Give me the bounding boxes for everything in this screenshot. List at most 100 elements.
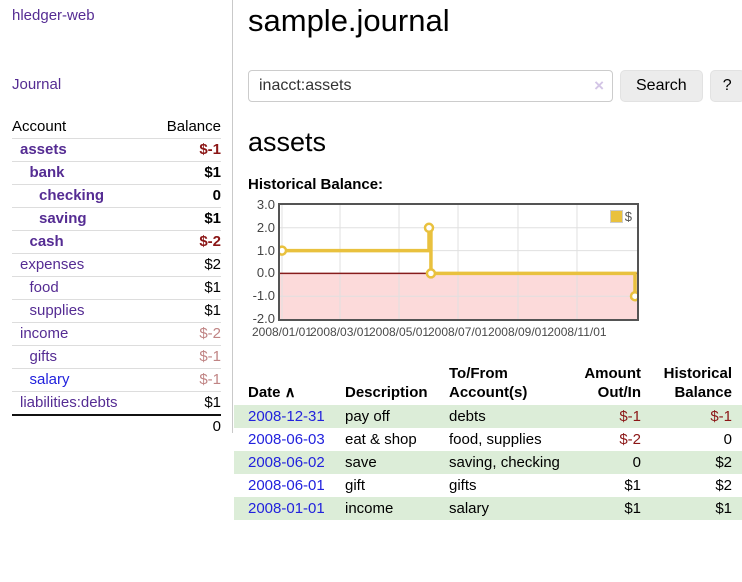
accounts-header-account: Account (12, 117, 67, 135)
account-link[interactable]: liabilities:debts (20, 394, 118, 411)
chart-canvas (276, 205, 641, 319)
account-balance: $2 (204, 256, 221, 273)
accounts-header-balance: Balance (166, 117, 221, 135)
account-link[interactable]: saving (39, 210, 87, 227)
accounts-table-header: Account Balance (12, 115, 221, 138)
search-input[interactable] (248, 70, 613, 102)
account-link[interactable]: supplies (29, 302, 85, 319)
account-link[interactable]: bank (29, 164, 65, 181)
account-link[interactable]: checking (39, 187, 105, 204)
register-column-header: To/From Account(s) (449, 362, 583, 405)
sort-ascending-icon: ∧ (280, 384, 296, 401)
account-row: income $-2 (12, 322, 221, 345)
transaction-balance: $2 (715, 477, 732, 494)
legend-label: $ (624, 209, 632, 224)
account-link[interactable]: expenses (20, 256, 85, 273)
transaction-row: 2008-12-31 pay off debts $-1 $-1 (234, 405, 742, 428)
transaction-accounts: salary (449, 500, 490, 517)
transaction-date-link[interactable]: 2008-06-02 (248, 454, 325, 471)
account-link[interactable]: gifts (29, 348, 58, 365)
register-column-header: Amount Out/In (583, 362, 641, 405)
transaction-amount: $1 (624, 477, 641, 494)
account-row: checking 0 (12, 184, 221, 207)
account-balance: $-1 (199, 371, 221, 388)
account-row: gifts $-1 (12, 345, 221, 368)
help-button[interactable]: ? (709, 70, 742, 102)
transaction-amount: $-2 (619, 431, 641, 448)
account-heading: assets (248, 127, 327, 157)
transaction-date-link[interactable]: 2008-12-31 (248, 408, 325, 425)
search-button[interactable]: Search (620, 70, 703, 102)
transaction-description: gift (345, 477, 366, 494)
account-row: salary $-1 (12, 368, 221, 391)
x-axis-tick-label: 2008/03/01 (309, 325, 371, 339)
account-link[interactable]: assets (20, 141, 67, 158)
transaction-amount: $-1 (619, 408, 641, 425)
y-axis-tick-label: -2.0 (252, 311, 275, 326)
account-row: liabilities:debts $1 (12, 391, 221, 414)
clear-search-icon[interactable]: × (594, 76, 604, 95)
transaction-accounts: food, supplies (449, 431, 542, 448)
column-header-line1: Description (345, 384, 428, 401)
x-axis-tick-label: 2008/07/01 (427, 325, 489, 339)
column-header-line2: Balance (674, 384, 732, 401)
account-balance: $-2 (199, 233, 221, 250)
balance-chart: 3.0 2.0 1.0 0.0 -1.0 -2.0 $ 2008/01/01 2008/03… (248, 198, 742, 344)
account-link[interactable]: cash (29, 233, 64, 250)
column-header-line1: To/From (449, 365, 508, 382)
chart-plot-area: $ (276, 203, 641, 321)
transaction-date-link[interactable]: 2008-06-03 (248, 431, 325, 448)
page-title: sample.journal (248, 3, 450, 38)
column-header-line1: Date ∧ (248, 384, 296, 401)
transaction-date-link[interactable]: 2008-06-01 (248, 477, 325, 494)
account-row: expenses $2 (12, 253, 221, 276)
transaction-row: 2008-06-02 save saving, checking 0 $2 (234, 451, 742, 474)
transaction-balance: $-1 (710, 408, 732, 425)
x-axis-tick-label: 2008/01/01 (251, 325, 313, 339)
account-row: food $1 (12, 276, 221, 299)
register-header-row: Date ∧ Description To/From Account(s) Amount… (234, 362, 742, 405)
account-row: cash $-2 (12, 230, 221, 253)
transaction-description: eat & shop (345, 431, 417, 448)
account-link[interactable]: salary (29, 371, 70, 388)
transaction-row: 2008-01-01 income salary $1 $1 (234, 497, 742, 520)
transaction-accounts: gifts (449, 477, 477, 494)
search-bar: × Search ? (248, 70, 742, 102)
transaction-description: save (345, 454, 377, 471)
transaction-row: 2008-06-03 eat & shop food, supplies $-2 0 (234, 428, 742, 451)
account-row: supplies $1 (12, 299, 221, 322)
account-link[interactable]: income (20, 325, 69, 342)
accounts-total-balance: 0 (212, 417, 221, 435)
register-table: Date ∧ Description To/From Account(s) Amount… (234, 362, 742, 520)
column-header-line1: Amount (584, 365, 641, 382)
legend-swatch-icon (609, 210, 623, 223)
account-link[interactable]: food (29, 279, 59, 296)
transaction-amount: 0 (632, 454, 641, 471)
account-balance: $1 (204, 210, 221, 227)
account-balance: $-1 (199, 141, 221, 158)
transaction-description: income (345, 500, 394, 517)
account-balance: $1 (204, 164, 221, 181)
transaction-balance: $2 (715, 454, 732, 471)
transaction-row: 2008-06-01 gift gifts $1 $2 (234, 474, 742, 497)
chart-legend: $ (607, 208, 634, 225)
app-brand-link[interactable]: hledger-web (12, 7, 95, 24)
y-axis-tick-label: 0.0 (256, 265, 275, 281)
register-column-header: Historical Balance (641, 362, 742, 405)
transaction-amount: $1 (624, 500, 641, 517)
register-column-header[interactable]: Date ∧ (234, 362, 345, 405)
x-axis-tick-label: 2008/05/01 (368, 325, 430, 339)
account-balance: $-2 (199, 325, 221, 342)
transaction-balance: 0 (723, 431, 732, 448)
column-header-line1: Historical (663, 365, 732, 382)
y-axis-tick-label: 1.0 (256, 242, 275, 258)
sidebar-item-journal[interactable]: Journal (12, 76, 62, 93)
account-balance: 0 (212, 187, 221, 204)
account-balance: $-1 (199, 348, 221, 365)
transaction-accounts: saving, checking (449, 454, 560, 471)
column-header-line2: Account(s) (449, 384, 528, 401)
accounts-total-row: 0 (12, 414, 221, 437)
y-axis-tick-label: -1.0 (252, 288, 275, 304)
y-axis-tick-label: 2.0 (256, 219, 275, 235)
transaction-date-link[interactable]: 2008-01-01 (248, 500, 325, 517)
